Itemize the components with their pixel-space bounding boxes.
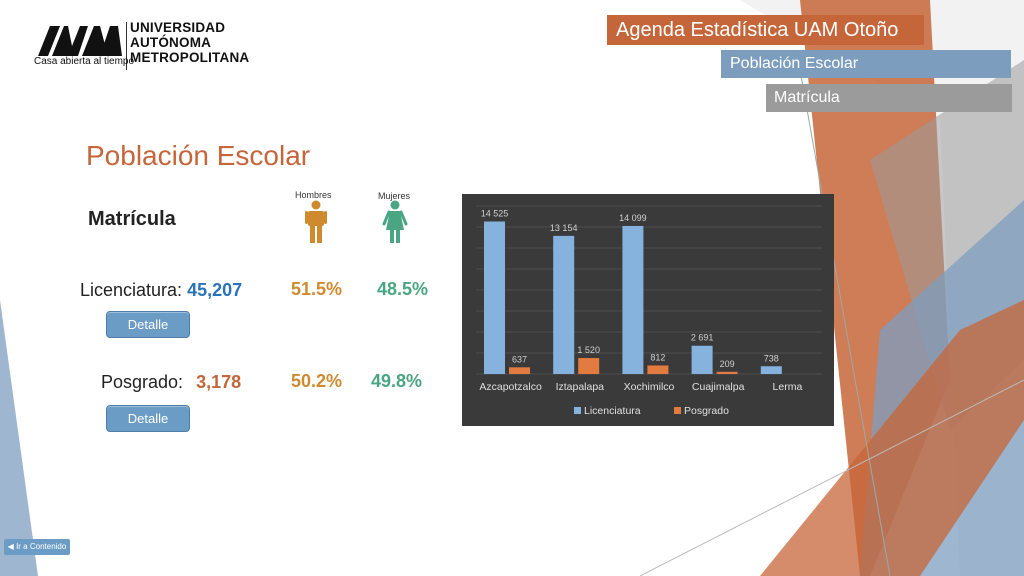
posgrado-women-pct: 49.8% — [371, 371, 423, 391]
posgrado-row: Posgrado: 3,178 — [101, 372, 241, 393]
logo-name-line: UNIVERSIDAD — [130, 20, 226, 35]
licenciatura-row: Licenciatura: 45,207 — [80, 280, 242, 301]
chart-data-label: 13 154 — [550, 223, 578, 233]
licenciatura-women-pct: 48.5% — [377, 279, 429, 299]
subsection-banner[interactable]: Matrícula — [766, 84, 1012, 112]
chart-data-label: 637 — [512, 354, 527, 364]
man-icon — [305, 200, 327, 243]
chart-svg: 14 525 637 Azcapotzalco 13 154 1 520 Iztapala… — [476, 205, 822, 417]
chart-data-label: 812 — [650, 352, 665, 362]
chart-category-label: Iztapalapa — [556, 381, 605, 393]
posgrado-detail-button[interactable]: Detalle — [106, 405, 190, 432]
men-label: Hombres — [295, 190, 332, 200]
chart-data-label: 2 691 — [691, 333, 714, 343]
chart-category-label: Lerma — [773, 381, 803, 393]
logo-name-line: AUTÓNOMA — [130, 35, 212, 50]
chart-legend-swatch — [674, 407, 681, 414]
licenciatura-detail-button[interactable]: Detalle — [106, 311, 190, 338]
chart-bar-licenciatura — [553, 235, 575, 374]
chart-category-label: Cuajimalpa — [692, 381, 745, 393]
posgrado-men-pct: 50.2% — [291, 371, 343, 391]
chart-legend-swatch — [574, 407, 581, 414]
chart-bar-posgrado — [647, 365, 669, 374]
chart-bar-posgrado — [509, 367, 530, 374]
chart-bar-licenciatura — [622, 225, 644, 374]
chart-bar-licenciatura — [691, 345, 713, 374]
chart-bar-licenciatura — [760, 366, 782, 374]
chart-data-label: 1 520 — [577, 345, 600, 355]
chart-bar-posgrado — [716, 371, 738, 374]
chart-bar-posgrado — [578, 358, 600, 374]
licenciatura-men-pct: 51.5% — [291, 279, 343, 299]
chart-category-label: Azcapotzalco — [479, 381, 542, 393]
chart-data-label: 738 — [764, 353, 779, 363]
chart-category-label: Xochimilco — [624, 381, 675, 393]
back-to-contents-label: Ir a Contenido — [16, 542, 67, 551]
logo-tagline: Casa abierta al tiempo — [34, 56, 135, 67]
chart-legend-label: Posgrado — [684, 405, 729, 417]
licenciatura-label: Licenciatura: — [80, 280, 183, 300]
logo-name: UNIVERSIDAD AUTÓNOMA METROPOLITANA — [130, 20, 249, 65]
logo-separator — [126, 22, 127, 70]
posgrado-total: 3,178 — [196, 372, 242, 392]
section-banner[interactable]: Población Escolar — [721, 50, 1011, 78]
chart-data-label: 14 525 — [481, 208, 509, 218]
uam-logo-mark-icon — [38, 26, 122, 56]
back-to-contents-button[interactable]: ◀ Ir a Contenido — [4, 539, 70, 555]
posgrado-label: Posgrado: — [101, 372, 184, 392]
women-label: Mujeres — [378, 191, 411, 201]
page-title: Población Escolar — [86, 140, 311, 171]
triangle-left-icon: ◀ — [7, 542, 14, 551]
chart-legend-label: Licenciatura — [584, 405, 641, 417]
chart-data-label: 209 — [720, 359, 735, 369]
woman-icon — [382, 200, 408, 243]
uam-logo: UNIVERSIDAD AUTÓNOMA METROPOLITANA Casa … — [34, 18, 249, 74]
matricula-bar-chart: 14 525 637 Azcapotzalco 13 154 1 520 Iztapala… — [462, 194, 834, 426]
agenda-title-banner: Agenda Estadística UAM Otoño 2017 — [607, 15, 924, 71]
licenciatura-total: 45,207 — [187, 280, 243, 300]
chart-data-label: 14 099 — [619, 213, 647, 223]
logo-name-line: METROPOLITANA — [130, 50, 250, 65]
section-title: Matrícula — [88, 208, 176, 230]
chart-bar-licenciatura — [484, 221, 505, 374]
